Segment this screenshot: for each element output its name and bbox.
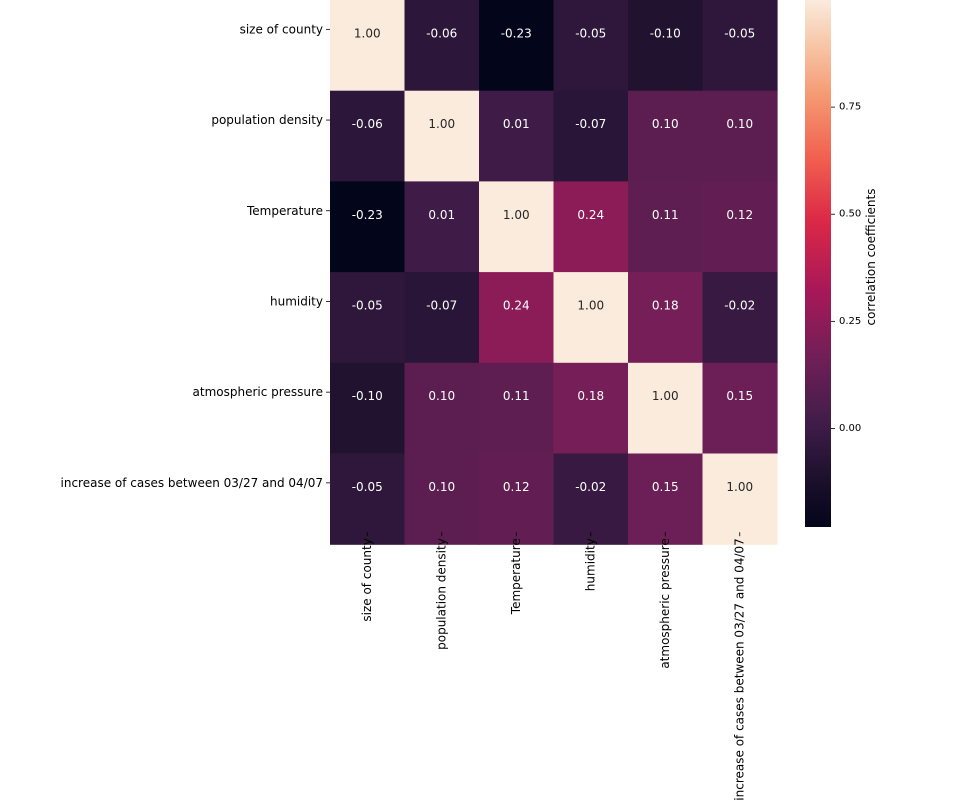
heatmap-cell-value: -0.10 bbox=[352, 389, 383, 403]
colorbar-tick-label: 0.50 bbox=[839, 209, 861, 220]
heatmap-cell bbox=[330, 272, 406, 364]
heatmap-cell-value: 0.15 bbox=[652, 480, 679, 494]
heatmap-cell-value: 0.12 bbox=[726, 208, 753, 222]
heatmap-cell-value: -0.06 bbox=[352, 117, 383, 131]
heatmap-cell-value: -0.07 bbox=[575, 117, 606, 131]
heatmap-cell bbox=[479, 0, 555, 92]
heatmap-cell-value: -0.02 bbox=[575, 480, 606, 494]
heatmap-cell-value: 0.10 bbox=[428, 389, 455, 403]
colorbar-tick-label: 0.00 bbox=[839, 423, 861, 434]
heatmap-cell-value: 0.10 bbox=[428, 480, 455, 494]
heatmap-cell bbox=[330, 0, 406, 92]
heatmap-cell-value: -0.06 bbox=[426, 26, 457, 40]
colorbar-tick-label: 0.25 bbox=[839, 316, 861, 327]
heatmap-cell bbox=[628, 181, 704, 273]
heatmap-cell bbox=[628, 90, 704, 182]
heatmap-cell bbox=[404, 362, 480, 455]
heatmap-cell-value: -0.23 bbox=[501, 26, 532, 40]
heatmap-cell-value: 1.00 bbox=[354, 26, 381, 40]
heatmap-cell-value: 1.00 bbox=[577, 298, 604, 312]
heatmap-cell bbox=[553, 181, 629, 273]
colorbar-ticks: 0.00 0.25 0.50 0.75 bbox=[831, 102, 861, 434]
heatmap-cell bbox=[628, 272, 704, 364]
heatmap-cell-value: -0.02 bbox=[724, 298, 755, 312]
heatmap-cell bbox=[330, 90, 406, 182]
heatmap-cell-value: 1.00 bbox=[503, 208, 530, 222]
heatmap-cell-value: -0.05 bbox=[724, 26, 755, 40]
colorbar: 0.00 0.25 0.50 0.75 correlation coefficient… bbox=[805, 0, 878, 527]
heatmap-cell-value: -0.23 bbox=[352, 208, 383, 222]
heatmap-cell bbox=[553, 453, 629, 545]
x-axis-label: size of county bbox=[360, 538, 374, 621]
x-axis-label: humidity bbox=[584, 538, 598, 591]
x-axis-labels: size of county population density Temperat… bbox=[360, 532, 747, 801]
heatmap-cell-value: 0.12 bbox=[503, 480, 530, 494]
heatmap-cell bbox=[479, 181, 555, 273]
heatmap-cell-value: 1.00 bbox=[726, 480, 753, 494]
y-axis-labels: size of county population density Temperat… bbox=[61, 22, 330, 490]
heatmap-cell bbox=[404, 90, 480, 182]
heatmap-cell bbox=[628, 362, 704, 455]
heatmap-cell bbox=[404, 272, 480, 364]
heatmap-cell bbox=[553, 362, 629, 455]
x-axis-label: population density bbox=[435, 538, 449, 650]
y-axis-label: humidity bbox=[270, 294, 323, 308]
colorbar-tick-label: 0.75 bbox=[839, 102, 861, 113]
y-axis-label: size of county bbox=[240, 22, 323, 36]
y-axis-label: atmospheric pressure bbox=[193, 385, 323, 399]
heatmap-cell-value: -0.05 bbox=[575, 26, 606, 40]
heatmap-cell bbox=[479, 272, 555, 364]
heatmap-cell-value: -0.05 bbox=[352, 480, 383, 494]
heatmap-cell bbox=[702, 181, 778, 273]
y-axis-label: population density bbox=[211, 113, 323, 127]
heatmap-cells: 1.00 -0.06 -0.23 -0.05 -0.10 -0.05 -0.06 1.00 0.… bbox=[330, 0, 778, 545]
heatmap-cell bbox=[404, 0, 480, 92]
heatmap-cell bbox=[479, 362, 555, 455]
heatmap-cell bbox=[404, 453, 480, 545]
heatmap-cell bbox=[553, 0, 629, 92]
heatmap-cell bbox=[702, 90, 778, 182]
heatmap-cell bbox=[479, 90, 555, 182]
x-axis-label: increase of cases between 03/27 and 04/0… bbox=[733, 538, 747, 801]
heatmap-cell-value: 0.01 bbox=[503, 117, 530, 131]
heatmap-cell bbox=[628, 453, 704, 545]
heatmap-cell-value: 0.11 bbox=[652, 208, 679, 222]
heatmap-cell-value: 0.15 bbox=[726, 389, 753, 403]
colorbar-label: correlation coefficients bbox=[864, 188, 878, 325]
heatmap-cell bbox=[628, 0, 704, 92]
heatmap-cell bbox=[702, 0, 778, 92]
heatmap-cell-value: -0.07 bbox=[426, 298, 457, 312]
heatmap-cell bbox=[330, 453, 406, 545]
heatmap-cell-value: -0.10 bbox=[650, 26, 681, 40]
y-axis-label: Temperature bbox=[246, 204, 323, 218]
heatmap-cell-value: 0.24 bbox=[503, 298, 530, 312]
heatmap-cell-value: 0.10 bbox=[652, 117, 679, 131]
heatmap-cell bbox=[702, 362, 778, 455]
colorbar-gradient bbox=[805, 0, 831, 527]
heatmap-cell bbox=[702, 453, 778, 545]
heatmap-cell bbox=[330, 181, 406, 273]
heatmap-cell bbox=[479, 453, 555, 545]
heatmap-cell-value: 0.11 bbox=[503, 389, 530, 403]
heatmap-cell bbox=[404, 181, 480, 273]
heatmap-cell-value: 0.18 bbox=[652, 298, 679, 312]
heatmap-cell-value: 0.24 bbox=[577, 208, 604, 222]
heatmap-cell-value: 1.00 bbox=[428, 117, 455, 131]
heatmap-cell-value: 0.01 bbox=[428, 208, 455, 222]
y-axis-label: increase of cases between 03/27 and 04/0… bbox=[61, 476, 324, 490]
heatmap-cell-value: 0.10 bbox=[726, 117, 753, 131]
heatmap-cell bbox=[330, 362, 406, 455]
heatmap-cell bbox=[553, 90, 629, 182]
x-axis-label: atmospheric pressure bbox=[658, 538, 672, 668]
heatmap-cell bbox=[702, 272, 778, 364]
heatmap-cell-value: 1.00 bbox=[652, 389, 679, 403]
x-axis-label: Temperature bbox=[509, 538, 523, 615]
heatmap-cell-value: -0.05 bbox=[352, 298, 383, 312]
heatmap-cell-value: 0.18 bbox=[577, 389, 604, 403]
heatmap-cell bbox=[553, 272, 629, 364]
